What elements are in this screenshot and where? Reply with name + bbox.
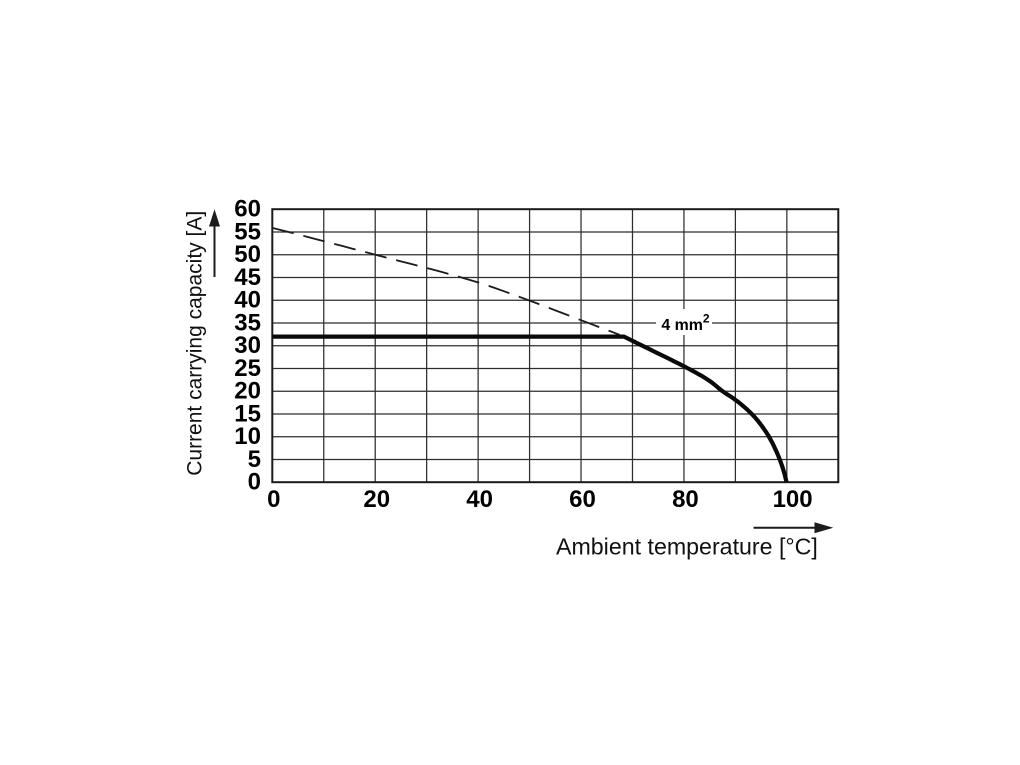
svg-text:40: 40 (466, 486, 493, 513)
svg-text:45: 45 (234, 264, 261, 291)
svg-text:10: 10 (234, 423, 261, 450)
svg-text:100: 100 (773, 486, 813, 513)
svg-text:20: 20 (234, 378, 261, 405)
svg-text:80: 80 (672, 486, 699, 513)
svg-text:60: 60 (234, 196, 261, 223)
svg-text:40: 40 (234, 287, 261, 314)
svg-text:0: 0 (267, 486, 280, 513)
svg-text:30: 30 (234, 332, 261, 359)
svg-text:25: 25 (234, 355, 261, 382)
svg-text:0: 0 (248, 469, 261, 496)
svg-text:Ambient temperature [°C]: Ambient temperature [°C] (556, 533, 818, 559)
svg-text:4 mm2: 4 mm2 (661, 312, 710, 334)
svg-text:Current carrying capacity [A]: Current carrying capacity [A] (183, 211, 206, 476)
svg-text:35: 35 (234, 309, 261, 336)
svg-text:60: 60 (569, 486, 596, 513)
svg-text:20: 20 (363, 486, 390, 513)
svg-text:15: 15 (234, 400, 261, 427)
svg-text:50: 50 (234, 241, 261, 268)
svg-text:55: 55 (234, 218, 261, 245)
svg-text:5: 5 (248, 446, 261, 473)
